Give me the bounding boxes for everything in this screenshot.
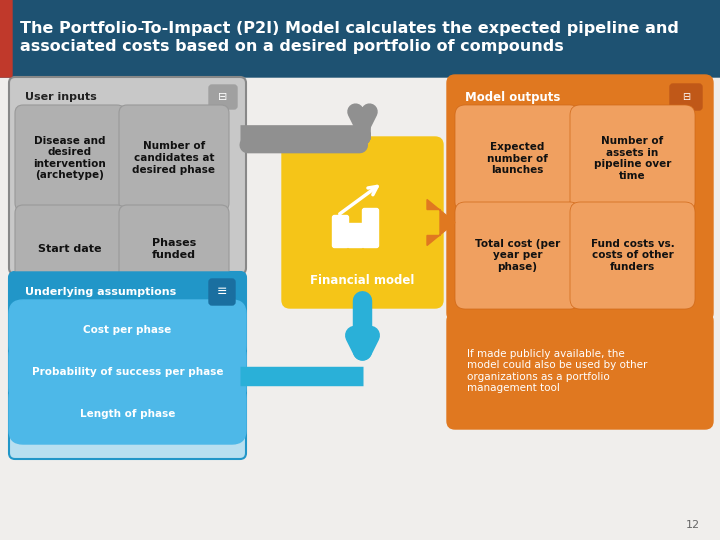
FancyBboxPatch shape (15, 105, 125, 211)
Text: If made publicly available, the
model could also be used by other
organizations : If made publicly available, the model co… (467, 349, 647, 394)
FancyBboxPatch shape (9, 384, 246, 444)
FancyBboxPatch shape (570, 105, 695, 212)
FancyBboxPatch shape (9, 342, 246, 402)
Text: ⊟: ⊟ (682, 92, 690, 102)
Text: User inputs: User inputs (25, 92, 96, 102)
FancyBboxPatch shape (0, 0, 720, 77)
FancyBboxPatch shape (447, 313, 713, 429)
Text: ⊟: ⊟ (218, 92, 228, 102)
Bar (15, 292, 240, 306)
FancyBboxPatch shape (9, 272, 246, 459)
Text: Expected
number of
launches: Expected number of launches (487, 142, 548, 175)
Text: Disease and
desired
intervention
(archetype): Disease and desired intervention (archet… (34, 136, 107, 180)
Text: Start date: Start date (38, 244, 102, 254)
Text: The Portfolio-To-Impact (P2I) Model calculates the expected pipeline and
associa: The Portfolio-To-Impact (P2I) Model calc… (20, 21, 679, 53)
Text: ≡: ≡ (217, 286, 228, 299)
FancyBboxPatch shape (348, 224, 364, 247)
Text: Phases
funded: Phases funded (152, 238, 196, 260)
Text: Fund costs vs.
costs of other
funders: Fund costs vs. costs of other funders (590, 239, 675, 272)
Polygon shape (427, 199, 455, 246)
FancyBboxPatch shape (0, 75, 720, 540)
FancyBboxPatch shape (9, 77, 246, 274)
Text: Cost per phase: Cost per phase (84, 325, 171, 335)
Text: Underlying assumptions: Underlying assumptions (25, 287, 176, 297)
FancyBboxPatch shape (282, 137, 443, 308)
FancyBboxPatch shape (670, 84, 702, 110)
FancyBboxPatch shape (209, 85, 237, 109)
FancyBboxPatch shape (570, 202, 695, 309)
FancyBboxPatch shape (455, 202, 580, 309)
Text: Length of phase: Length of phase (80, 409, 175, 419)
FancyBboxPatch shape (9, 300, 246, 360)
FancyBboxPatch shape (0, 0, 12, 77)
FancyBboxPatch shape (15, 205, 125, 293)
FancyBboxPatch shape (455, 105, 580, 212)
Text: Financial model: Financial model (310, 273, 415, 287)
Text: Number of
candidates at
desired phase: Number of candidates at desired phase (132, 141, 215, 174)
FancyBboxPatch shape (362, 208, 379, 247)
FancyBboxPatch shape (119, 105, 229, 211)
Text: 12: 12 (686, 520, 700, 530)
FancyBboxPatch shape (209, 279, 235, 305)
FancyBboxPatch shape (447, 75, 713, 321)
Text: Total cost (per
year per
phase): Total cost (per year per phase) (475, 239, 560, 272)
Text: Number of
assets in
pipeline over
time: Number of assets in pipeline over time (594, 136, 671, 181)
FancyBboxPatch shape (119, 205, 229, 293)
FancyBboxPatch shape (9, 272, 246, 312)
FancyBboxPatch shape (333, 215, 348, 247)
Text: Model outputs: Model outputs (465, 91, 560, 105)
Text: Probability of success per phase: Probability of success per phase (32, 367, 223, 377)
